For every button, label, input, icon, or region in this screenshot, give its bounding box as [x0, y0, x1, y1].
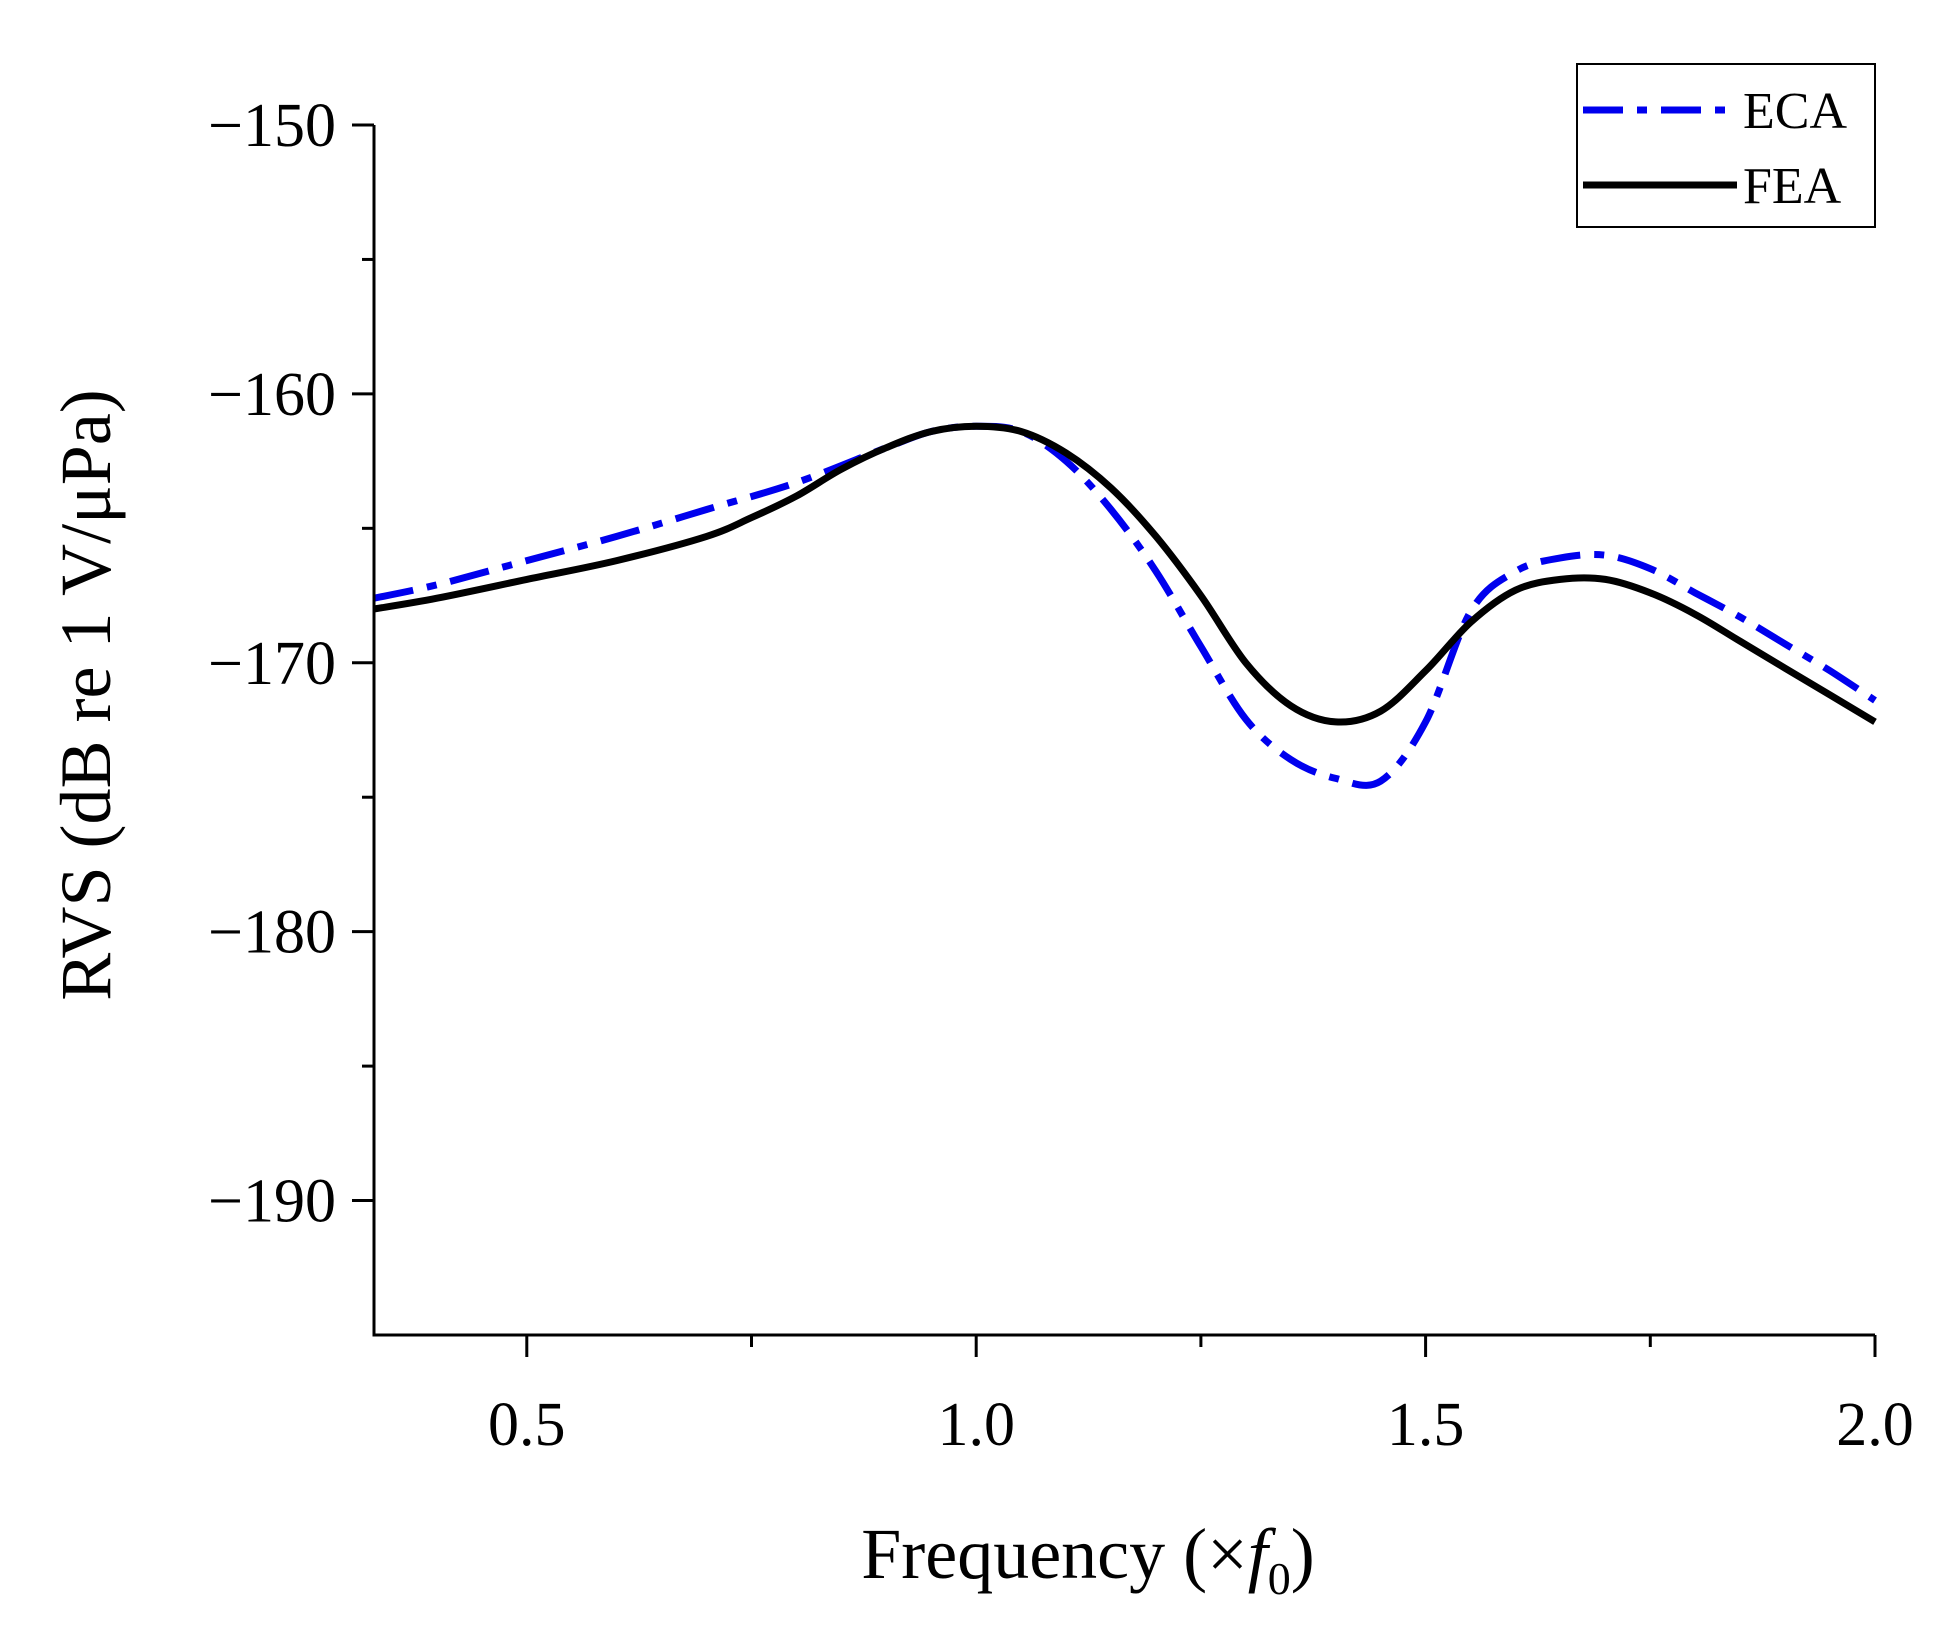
x-tick-label: 0.5: [488, 1391, 566, 1459]
x-tick-label: 1.5: [1387, 1391, 1465, 1459]
x-axis-title-subscript: 0: [1268, 1553, 1291, 1604]
x-tick-label: 2.0: [1836, 1391, 1914, 1459]
y-tick-label: −170: [208, 630, 336, 698]
legend-label-fea: FEA: [1743, 158, 1842, 215]
y-tick-label: −160: [208, 361, 336, 429]
y-ticks: −150 −160 −170 −180 −190: [208, 92, 374, 1236]
legend-label-eca: ECA: [1743, 83, 1847, 140]
series-line-fea: [373, 422, 1877, 726]
y-tick-label: −150: [208, 92, 336, 160]
x-axis-title: Frequency (×f0): [861, 1514, 1314, 1604]
plot-area: [373, 422, 1877, 789]
series-line-eca: [373, 422, 1877, 789]
x-tick-label: 1.0: [937, 1391, 1015, 1459]
x-axis-title-suffix: ): [1291, 1514, 1315, 1594]
axes: −150 −160 −170 −180 −190 0.5 1.0 1.5 2.0: [208, 92, 1914, 1459]
y-tick-label: −180: [208, 899, 336, 967]
y-axis-title: RVS (dB re 1 V/μPa): [46, 389, 126, 1001]
x-ticks: 0.5 1.0 1.5 2.0: [488, 1335, 1914, 1459]
legend-box: [1576, 63, 1876, 228]
legend: ECA FEA: [1576, 63, 1876, 228]
y-tick-label: −190: [208, 1168, 336, 1236]
x-axis-title-prefix: Frequency (×: [861, 1514, 1247, 1594]
